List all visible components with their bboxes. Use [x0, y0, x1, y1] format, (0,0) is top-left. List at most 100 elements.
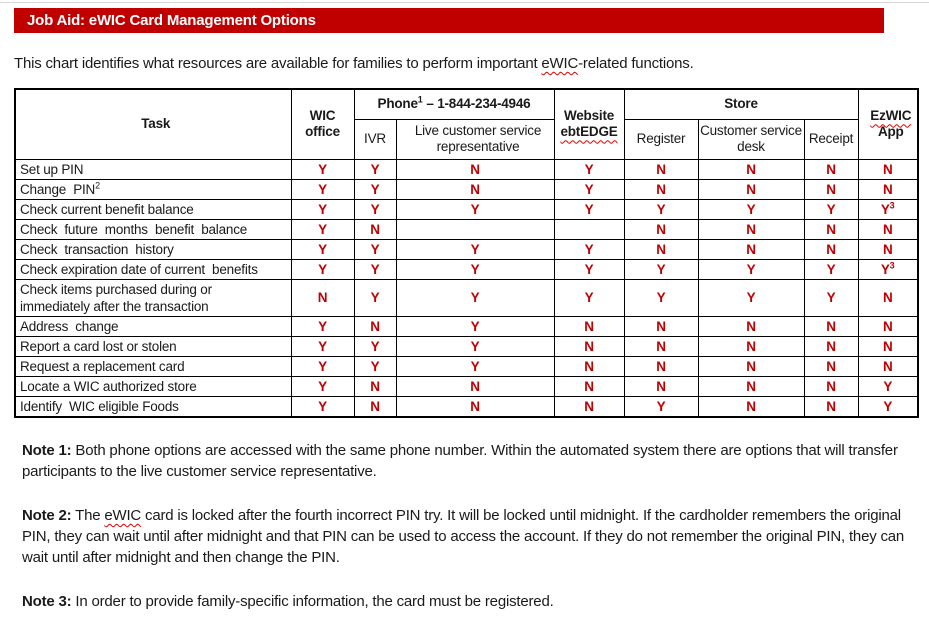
value-cell: N — [697, 375, 805, 397]
value-cell: Y — [290, 198, 355, 220]
value-cell: N — [803, 238, 859, 260]
note-2-label: Note 2: — [22, 507, 72, 524]
value-cell: N — [697, 395, 805, 417]
value-cell: N — [553, 315, 625, 337]
task-cell: Change PIN2 — [14, 178, 292, 200]
note-3-text: In order to provide family-specific info… — [71, 593, 554, 610]
value-cell: Y — [623, 258, 699, 280]
value-cell: N — [803, 158, 859, 180]
page-title: Job Aid: eWIC Card Management Options — [27, 12, 316, 29]
value-cell: N — [803, 375, 859, 397]
value-cell: N — [395, 158, 555, 180]
value-cell: N — [353, 395, 397, 417]
value-cell: N — [697, 178, 805, 200]
value-cell: Y — [803, 258, 859, 280]
value-cell: Y — [857, 395, 919, 417]
value-cell: Y3 — [857, 198, 919, 220]
task-cell: Request a replacement card — [14, 355, 292, 377]
value-cell: N — [803, 315, 859, 337]
task-cell: Report a card lost or stolen — [14, 335, 292, 357]
note-2: Note 2: The eWIC card is locked after th… — [22, 505, 919, 568]
value-cell: Y — [353, 178, 397, 200]
task-cell: Check transaction history — [14, 238, 292, 260]
page-top-border — [0, 2, 929, 3]
value-cell: Y — [353, 278, 397, 317]
task-cell: Check future months benefit balance — [14, 218, 292, 240]
value-cell: Y — [290, 258, 355, 280]
value-cell: Y — [857, 375, 919, 397]
value-cell: Y — [290, 335, 355, 357]
header-phone: Phone1 – 1-844-234-4946 — [353, 88, 555, 120]
value-cell: Y — [290, 158, 355, 180]
value-cell: Y — [553, 258, 625, 280]
value-cell: N — [803, 355, 859, 377]
value-cell: N — [697, 335, 805, 357]
value-cell: N — [857, 335, 919, 357]
value-cell: Y — [553, 178, 625, 200]
header-store: Store — [623, 88, 859, 120]
value-cell: Y — [803, 198, 859, 220]
value-cell: Y — [353, 355, 397, 377]
task-cell: Identify WIC eligible Foods — [14, 395, 292, 417]
value-cell: N — [857, 158, 919, 180]
value-cell: N — [803, 335, 859, 357]
value-cell: N — [803, 218, 859, 240]
value-cell: N — [553, 335, 625, 357]
value-cell: N — [803, 395, 859, 417]
value-cell: N — [623, 315, 699, 337]
note-1-text: Both phone options are accessed with the… — [22, 442, 898, 480]
value-cell: Y — [553, 238, 625, 260]
header-ezwic-app: EzWIC App — [857, 88, 919, 160]
value-cell: N — [553, 395, 625, 417]
value-cell: N — [857, 278, 919, 317]
value-cell: N — [623, 335, 699, 357]
intro-pre: This chart identifies what resources are… — [14, 55, 542, 72]
value-cell: Y — [353, 238, 397, 260]
value-cell: N — [553, 355, 625, 377]
value-cell: N — [857, 355, 919, 377]
note-1-label: Note 1: — [22, 442, 72, 459]
value-cell: N — [857, 218, 919, 240]
notes-section: Note 1: Both phone options are accessed … — [22, 440, 919, 635]
header-phone-word: Phone — [377, 96, 418, 112]
value-cell: N — [623, 375, 699, 397]
value-cell: N — [395, 375, 555, 397]
value-cell: N — [395, 178, 555, 200]
value-cell: N — [623, 355, 699, 377]
header-phone-note-ref: 1 — [417, 94, 423, 105]
value-cell: N — [553, 375, 625, 397]
table-row: Locate a WIC authorized store Y N N N N N N Y — [14, 375, 919, 397]
value-cell: N — [857, 238, 919, 260]
value-cell: Y — [290, 218, 355, 240]
task-cell: Check current benefit balance — [14, 198, 292, 220]
value-cell: N — [623, 178, 699, 200]
value-cell: N — [697, 218, 805, 240]
value-cell: Y3 — [857, 258, 919, 280]
note-2-text: card is locked after the fourth incorrec… — [22, 507, 905, 566]
header-website-line1: Website — [563, 108, 615, 124]
table-row: Check expiration date of current benefit… — [14, 258, 919, 280]
value-cell — [395, 218, 555, 240]
value-cell: N — [623, 218, 699, 240]
table-row: Report a card lost or stolen Y Y Y N N N N N — [14, 335, 919, 357]
task-cell: Check expiration date of current benefit… — [14, 258, 292, 280]
table-row: Check future months benefit balance Y N N N N… — [14, 218, 919, 240]
value-cell: N — [395, 395, 555, 417]
value-cell: N — [697, 315, 805, 337]
value-cell: Y — [553, 278, 625, 317]
task-cell: Address change — [14, 315, 292, 337]
table-row: Check current benefit balance Y Y Y Y Y Y Y Y3 — [14, 198, 919, 220]
note-1: Note 1: Both phone options are accessed … — [22, 440, 919, 482]
header-receipt: Receipt — [803, 118, 859, 160]
value-cell: N — [353, 315, 397, 337]
value-cell: N — [353, 218, 397, 240]
value-cell: Y — [623, 198, 699, 220]
table-row: Identify WIC eligible Foods Y N N N Y N N Y — [14, 395, 919, 417]
value-cell: N — [623, 238, 699, 260]
value-cell: Y — [803, 278, 859, 317]
note-2-ewic-word: eWIC — [104, 507, 142, 524]
header-ezwic-line2: App — [877, 124, 904, 140]
header-live-rep: Live customer service representative — [395, 118, 555, 160]
note-ref: 3 — [889, 260, 895, 270]
header-wic-office: WIC office — [290, 88, 355, 160]
